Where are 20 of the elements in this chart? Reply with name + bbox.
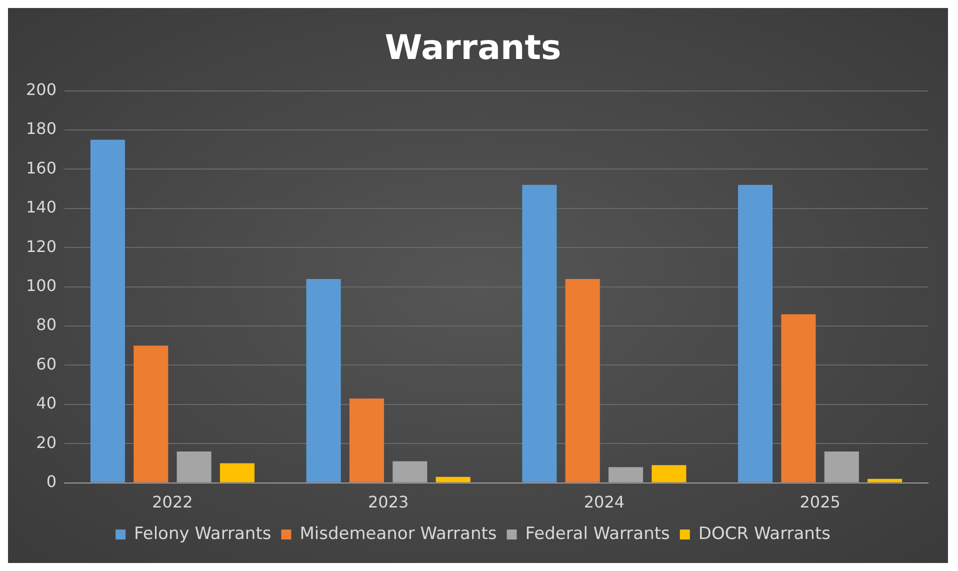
chart-title: Warrants	[384, 28, 562, 68]
x-tick-label: 2024	[584, 492, 625, 512]
x-tick-label: 2022	[152, 492, 193, 512]
x-tick-label: 2023	[368, 492, 409, 512]
y-tick-label: 180	[26, 119, 57, 138]
y-tick-label: 60	[36, 354, 57, 374]
legend-label: Misdemeanor Warrants	[300, 524, 497, 544]
y-tick-label: 80	[36, 315, 57, 334]
y-tick-label: 100	[26, 276, 57, 295]
y-tick-label: 120	[26, 236, 57, 256]
y-tick-label: 200	[26, 80, 57, 99]
y-tick-label: 160	[26, 158, 57, 178]
y-tick-label: 0	[46, 472, 57, 491]
legend-label: Federal Warrants	[525, 524, 670, 544]
legend-label: Felony Warrants	[134, 524, 272, 544]
y-tick-label: 20	[36, 432, 57, 452]
x-tick-label: 2025	[800, 492, 840, 512]
legend-label: DOCR Warrants	[698, 524, 831, 544]
y-tick-label: 140	[26, 198, 57, 217]
y-tick-label: 40	[36, 394, 57, 413]
